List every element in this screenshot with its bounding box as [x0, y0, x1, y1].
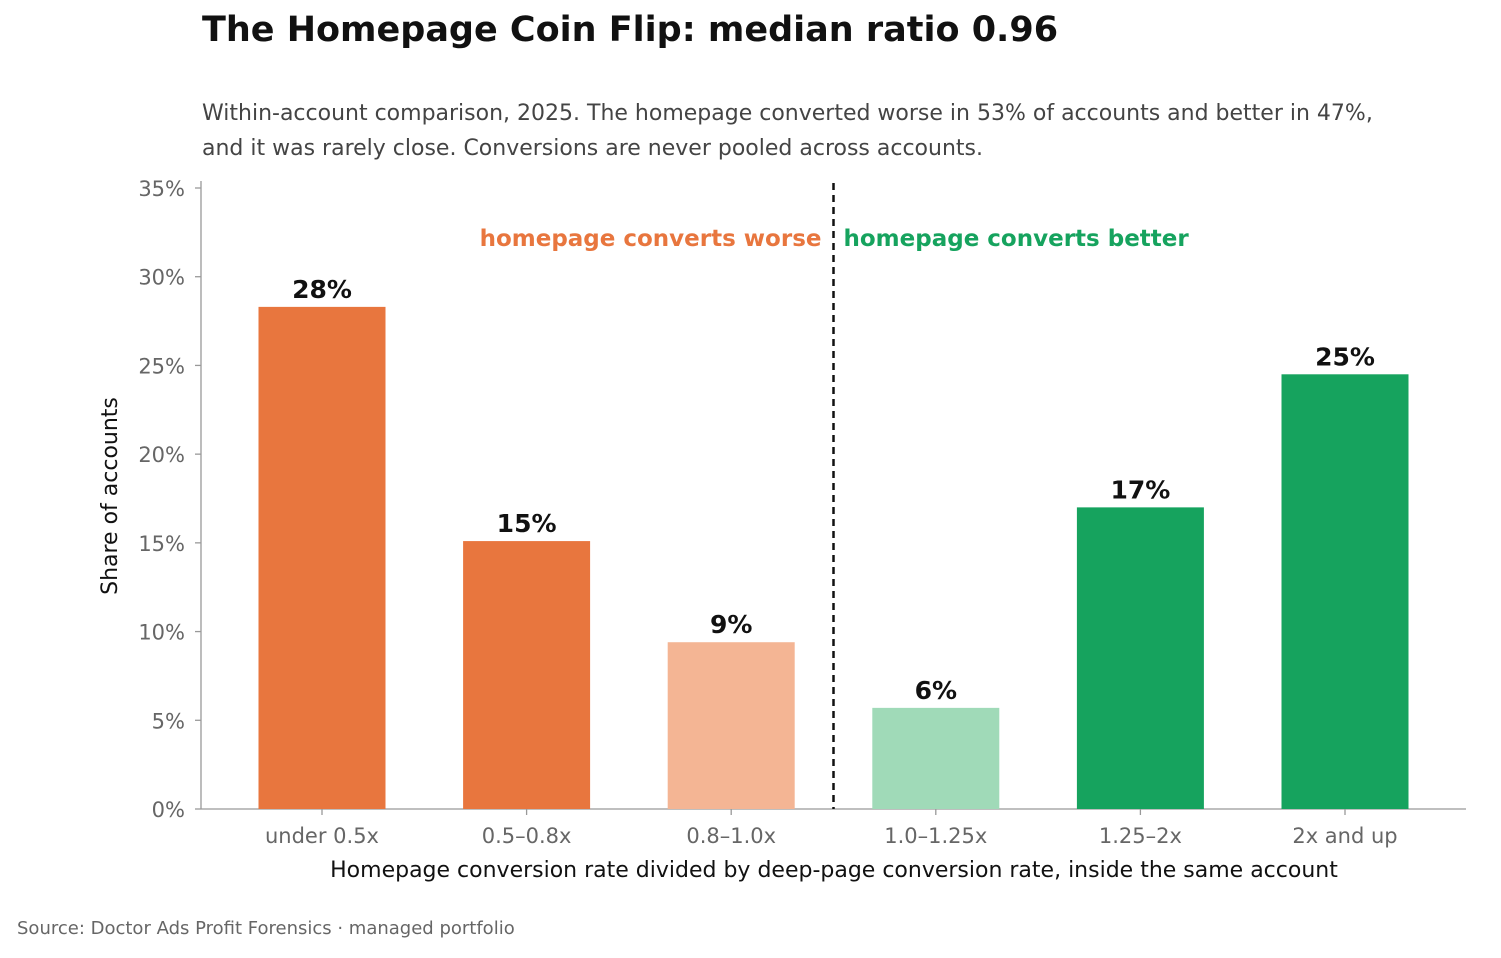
annotation-better: homepage converts better — [844, 226, 1190, 252]
bar-value-label: 15% — [497, 509, 557, 538]
bar-value-label: 6% — [915, 676, 957, 705]
bar — [1076, 507, 1204, 809]
x-tick-label: under 0.5x — [265, 824, 379, 848]
x-tick-label: 0.8–1.0x — [686, 824, 776, 848]
y-tick-label: 10% — [138, 621, 185, 645]
x-tick-label: 1.0–1.25x — [884, 824, 987, 848]
x-tick-label: 0.5–0.8x — [482, 824, 572, 848]
y-tick-label: 20% — [138, 443, 185, 467]
subtitle-line-1: Within-account comparison, 2025. The hom… — [202, 101, 1373, 126]
source-note: Source: Doctor Ads Profit Forensics · ma… — [17, 918, 515, 939]
annotation-worse: homepage converts worse — [480, 226, 822, 252]
y-tick-label: 30% — [138, 266, 185, 290]
bar-value-label: 17% — [1110, 475, 1170, 504]
bar-value-label: 9% — [710, 610, 752, 639]
x-tick-label: 2x and up — [1292, 824, 1397, 848]
y-tick-label: 25% — [138, 354, 185, 378]
bar — [463, 541, 591, 809]
bar — [667, 642, 795, 809]
bar-value-label: 28% — [292, 275, 352, 304]
y-axis-label: Share of accounts — [98, 397, 123, 595]
bar — [1281, 374, 1409, 809]
chart-subtitle: Within-account comparison, 2025. The hom… — [202, 96, 1497, 166]
bars — [258, 306, 1409, 809]
bar-value-label: 25% — [1315, 342, 1375, 371]
x-tick-label: 1.25–2x — [1099, 824, 1182, 848]
y-tick-label: 15% — [138, 532, 185, 556]
y-tick-label: 35% — [138, 177, 185, 201]
annotations: homepage converts worse homepage converts… — [480, 183, 1190, 809]
bar — [872, 707, 1000, 809]
chart-title: The Homepage Coin Flip: median ratio 0.9… — [202, 10, 1059, 50]
y-axis: 0% 5% 10% 15% 20% 25% 30% 35% Share of accounts — [98, 177, 202, 822]
x-axis-label: Homepage conversion rate divided by deep… — [330, 858, 1338, 883]
x-axis: under 0.5x 0.5–0.8x 0.8–1.0x 1.0–1.25x 1.25–… — [201, 808, 1466, 883]
data-labels: 28% 15% 9% 6% 17% 25% — [292, 275, 1375, 705]
y-tick-label: 0% — [152, 798, 185, 822]
bar — [258, 306, 386, 809]
y-tick-label: 5% — [152, 709, 185, 733]
subtitle-line-2: and it was rarely close. Conversions are… — [202, 136, 983, 161]
